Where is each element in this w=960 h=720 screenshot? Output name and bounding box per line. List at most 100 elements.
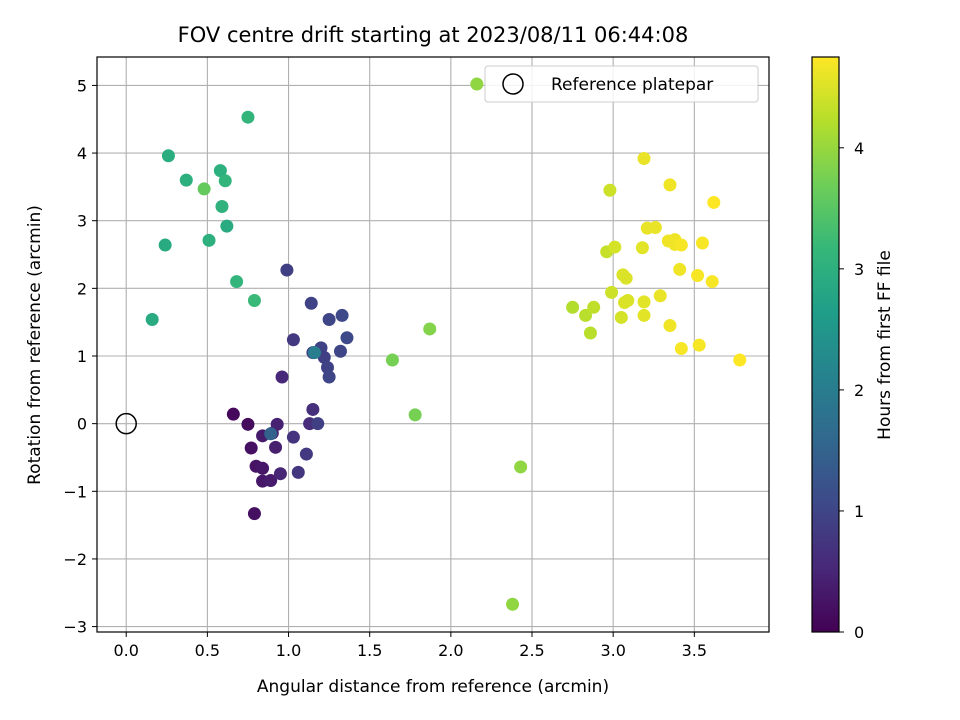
y-tick-label: −3	[63, 618, 87, 637]
scatter-point	[145, 312, 159, 326]
legend: Reference platepar	[484, 65, 759, 103]
scatter-point	[695, 236, 709, 250]
scatter-point	[691, 269, 705, 282]
scatter-point	[635, 241, 649, 255]
scatter-point	[247, 507, 261, 521]
scatter-point	[264, 473, 278, 487]
x-tick-label: 0.0	[113, 641, 138, 660]
x-tick-label: 2.0	[438, 641, 463, 660]
scatter-point	[304, 296, 318, 310]
scatter-point	[241, 417, 255, 431]
y-tick-label: −2	[63, 550, 87, 569]
scatter-point	[273, 467, 287, 481]
x-grid	[125, 57, 695, 632]
scatter-point	[340, 331, 354, 345]
legend-marker	[502, 73, 524, 95]
scatter-points	[145, 77, 747, 611]
reference-marker	[115, 412, 137, 435]
scatter-point	[603, 183, 617, 197]
scatter-point	[317, 350, 331, 364]
legend-box	[484, 65, 759, 103]
colorbar-label: Hours from first FF file	[875, 250, 895, 440]
scatter-point	[306, 402, 320, 416]
scatter-point	[605, 285, 619, 299]
x-tick-label: 1.0	[276, 641, 301, 660]
y-axis-ticks: −3 −2 −1 0 1 2 3 4 5	[63, 76, 97, 637]
scatter-point	[308, 346, 322, 360]
colorbar-tick-label: 3	[854, 260, 864, 279]
scatter-point	[264, 427, 278, 441]
plot-frame	[96, 56, 770, 633]
scatter-point	[614, 310, 628, 324]
colorbar-tick-label: 0	[854, 623, 864, 642]
scatter-point	[663, 178, 677, 192]
plot-area: 0.0 0.5 1.0 1.5 2.0 2.5 3.0 3.5 −3 −2 −1 0 1 2 3 4 5	[63, 56, 770, 660]
legend-entry-label: Reference platepar	[551, 75, 713, 95]
colorbar-tick-label: 4	[854, 139, 864, 158]
scatter-point	[583, 326, 597, 340]
colorbar-gradient	[811, 56, 840, 633]
scatter-point	[241, 110, 255, 124]
scatter-point	[674, 238, 688, 252]
scatter-point	[619, 271, 633, 285]
x-axis-ticks: 0.0 0.5 1.0 1.5 2.0 2.5 3.0 3.5	[113, 632, 707, 660]
scatter-point	[333, 344, 347, 358]
y-axis-label: Rotation from reference (arcmin)	[25, 205, 45, 485]
scatter-point	[230, 275, 244, 289]
scatter-point	[269, 440, 283, 454]
scatter-point	[506, 597, 520, 611]
scatter-point	[197, 182, 211, 196]
scatter-point	[733, 353, 747, 367]
scatter-point	[226, 407, 240, 421]
x-tick-label: 3.0	[600, 641, 625, 660]
scatter-point	[705, 275, 719, 289]
scatter-point	[423, 322, 437, 336]
scatter-point	[213, 164, 227, 178]
scatter-point	[707, 195, 721, 209]
scatter-point	[286, 430, 300, 444]
scatter-point	[514, 460, 528, 474]
y-tick-label: 2	[77, 279, 87, 298]
y-grid	[97, 84, 769, 628]
scatter-point	[663, 319, 677, 333]
scatter-point	[161, 149, 175, 163]
scatter-point	[335, 308, 349, 322]
y-tick-label: 1	[77, 347, 87, 366]
scatter-point	[202, 233, 216, 247]
scatter-point	[311, 417, 325, 431]
y-tick-label: 4	[77, 144, 87, 163]
scatter-point	[674, 342, 688, 356]
scatter-point	[220, 219, 234, 233]
scatter-point	[247, 294, 261, 308]
scatter-point	[692, 338, 706, 352]
colorbar: 0 1 2 3 4 Hours from first FF file	[811, 56, 895, 642]
scatter-point	[179, 173, 193, 187]
scatter-point	[215, 200, 229, 213]
y-tick-label: 5	[77, 76, 87, 95]
chart-title: FOV centre drift starting at 2023/08/11 …	[178, 23, 689, 47]
x-axis-label: Angular distance from reference (arcmin)	[257, 677, 609, 697]
scatter-point	[385, 353, 399, 367]
scatter-point	[579, 308, 593, 322]
y-tick-label: 3	[77, 212, 87, 231]
scatter-point	[256, 461, 270, 475]
scatter-point	[637, 308, 651, 322]
x-tick-label: 0.5	[195, 641, 220, 660]
scatter-point	[322, 370, 336, 384]
x-tick-label: 2.5	[519, 641, 544, 660]
scatter-point	[158, 238, 172, 252]
scatter-point	[218, 174, 232, 188]
y-tick-label: −1	[63, 482, 87, 501]
scatter-point	[291, 465, 305, 479]
scatter-point	[299, 447, 313, 461]
x-tick-label: 3.5	[682, 641, 707, 660]
scatter-point	[648, 220, 662, 234]
colorbar-tick-label: 1	[854, 502, 864, 521]
x-tick-label: 1.5	[357, 641, 382, 660]
scatter-point	[637, 295, 651, 309]
scatter-point	[637, 151, 651, 165]
y-tick-label: 0	[77, 415, 87, 434]
scatter-point	[322, 312, 336, 326]
scatter-point	[286, 333, 300, 347]
scatter-point	[673, 262, 687, 276]
